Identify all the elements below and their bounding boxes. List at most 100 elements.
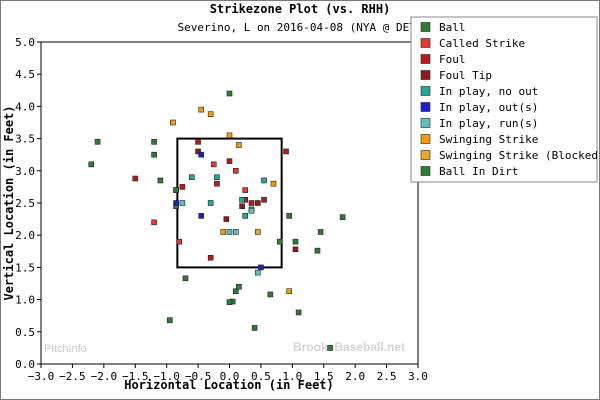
chart-title: Strikezone Plot (vs. RHH) (210, 2, 391, 16)
x-axis: −3.0 −2.5 −2.0 −1.5 −1.0 −0.5 0.0 0.5 1.0 1.5 2.0 2… (28, 364, 428, 383)
point-called-strike (210, 161, 217, 168)
legend-label-swinging-strike: Swinging Strike (439, 133, 538, 146)
x-tick-label: −3.0 (28, 370, 55, 383)
legend-swatch-ball (420, 22, 431, 32)
y-tick-label: 4.5 (15, 68, 35, 81)
point-swinging-strike (226, 132, 233, 139)
x-tick-label: −1.0 (153, 370, 180, 383)
point-ball-in-dirt (173, 187, 179, 193)
x-tick-label: 0.5 (251, 370, 271, 383)
point-in-play-no-out (261, 177, 267, 184)
point-in-play-no-out (242, 213, 249, 219)
y-tick-label: 0.0 (15, 358, 35, 371)
y-tick-label: 1.0 (15, 294, 35, 307)
point-in-play-out-s (258, 264, 264, 271)
point-foul-tip (223, 216, 230, 222)
point-in-play-run-s (179, 200, 186, 206)
point-foul (207, 254, 214, 261)
point-in-play-out-s (198, 213, 205, 219)
legend-label-ball-in-dirt: Ball In Dirt (439, 165, 518, 178)
point-foul (132, 175, 139, 182)
x-tick-label: 1.5 (314, 370, 334, 383)
point-called-strike (176, 238, 183, 245)
point-in-play-out-s (173, 200, 179, 206)
y-tick-label: 2.5 (15, 197, 35, 210)
point-foul (283, 148, 289, 155)
point-in-play-no-out (214, 174, 220, 181)
pitch-points (88, 90, 346, 351)
point-foul (261, 196, 267, 203)
y-tick-label: 0.5 (15, 326, 35, 339)
x-tick-label: 3.0 (408, 370, 428, 383)
point-in-play-out-s (198, 151, 205, 158)
point-in-play-run-s (248, 207, 255, 214)
x-tick-label: −2.0 (91, 370, 118, 383)
legend-swatch-in-play-run-s (420, 118, 431, 128)
legend-swatch-in-play-no-out (420, 86, 431, 96)
legend-swatch-foul (420, 54, 431, 64)
x-tick-label: 2.0 (345, 370, 365, 383)
point-ball (295, 309, 302, 316)
point-ball (339, 214, 346, 220)
legend-box (410, 16, 598, 183)
x-tick-label: −0.5 (185, 370, 212, 383)
y-tick-label: 2.0 (15, 229, 35, 242)
point-in-play-run-s (254, 269, 261, 276)
x-tick-label: −1.5 (122, 370, 149, 383)
point-ball (167, 317, 173, 324)
point-swinging-strike (170, 119, 176, 126)
point-ball (151, 151, 157, 158)
y-axis-label: Vertical Location (in Feet) (2, 105, 16, 300)
legend-swatch-ball-in-dirt (420, 166, 431, 176)
point-foul (179, 184, 186, 190)
legend: Ball Called Strike Foul Foul Tip In play, no… (410, 16, 600, 183)
point-swinging-strike (198, 106, 205, 113)
y-tick-label: 5.0 (15, 36, 35, 49)
point-in-play-run-s (226, 229, 233, 235)
point-ball (314, 247, 321, 254)
point-foul (214, 180, 220, 187)
point-ball (94, 139, 101, 145)
x-tick-label: 2.5 (377, 370, 397, 383)
legend-label-foul: Foul (439, 53, 466, 66)
point-foul (226, 158, 233, 164)
y-tick-label: 1.5 (15, 261, 35, 274)
point-swinging-strike (207, 111, 214, 117)
point-called-strike (242, 187, 249, 193)
point-in-play-no-out (239, 196, 245, 203)
y-tick-label: 3.5 (15, 133, 35, 146)
y-tick-label: 4.0 (15, 100, 35, 113)
legend-label-called-strike: Called Strike (439, 37, 525, 50)
legend-swatch-swinging-strike (420, 134, 431, 144)
point-ball (182, 275, 189, 282)
point-ball (151, 139, 157, 145)
point-ball (226, 90, 233, 97)
x-tick-label: 1.0 (282, 370, 302, 383)
y-tick-label: 3.0 (15, 165, 35, 178)
point-ball (236, 283, 242, 290)
point-in-play-run-s (232, 229, 239, 235)
point-in-play-no-out (189, 174, 195, 181)
legend-label-swinging-strike-blocked: Swinging Strike (Blocked) (439, 149, 600, 162)
chart-subtitle: Severino, L on 2016-04-08 (NYA @ DET) (177, 21, 422, 34)
point-ball (251, 325, 258, 331)
point-ball (327, 345, 333, 351)
point-called-strike (151, 219, 157, 226)
watermark-left: PitchInfo (44, 343, 87, 355)
point-ball (276, 238, 283, 245)
point-ball (292, 238, 299, 245)
plot-area (40, 41, 419, 365)
legend-label-ball: Ball (439, 21, 466, 34)
point-called-strike (232, 168, 239, 174)
legend-label-in-play-run-s: In play, run(s) (439, 117, 538, 130)
x-tick-label: 0.0 (220, 370, 240, 383)
y-axis: 0.0 0.5 1.0 1.5 2.0 2.5 3.0 3.5 4.0 4.5 5.0 (15, 36, 41, 371)
point-foul-tip (195, 148, 201, 155)
point-ball (267, 291, 274, 298)
point-foul (248, 200, 255, 206)
legend-swatch-foul-tip (420, 70, 431, 80)
point-ball (88, 161, 95, 168)
point-ball (157, 177, 164, 184)
